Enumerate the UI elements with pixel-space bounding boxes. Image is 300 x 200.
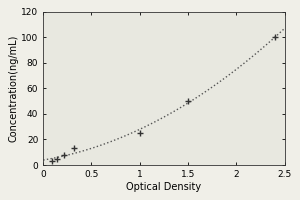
- X-axis label: Optical Density: Optical Density: [126, 182, 201, 192]
- Y-axis label: Concentration(ng/mL): Concentration(ng/mL): [8, 35, 18, 142]
